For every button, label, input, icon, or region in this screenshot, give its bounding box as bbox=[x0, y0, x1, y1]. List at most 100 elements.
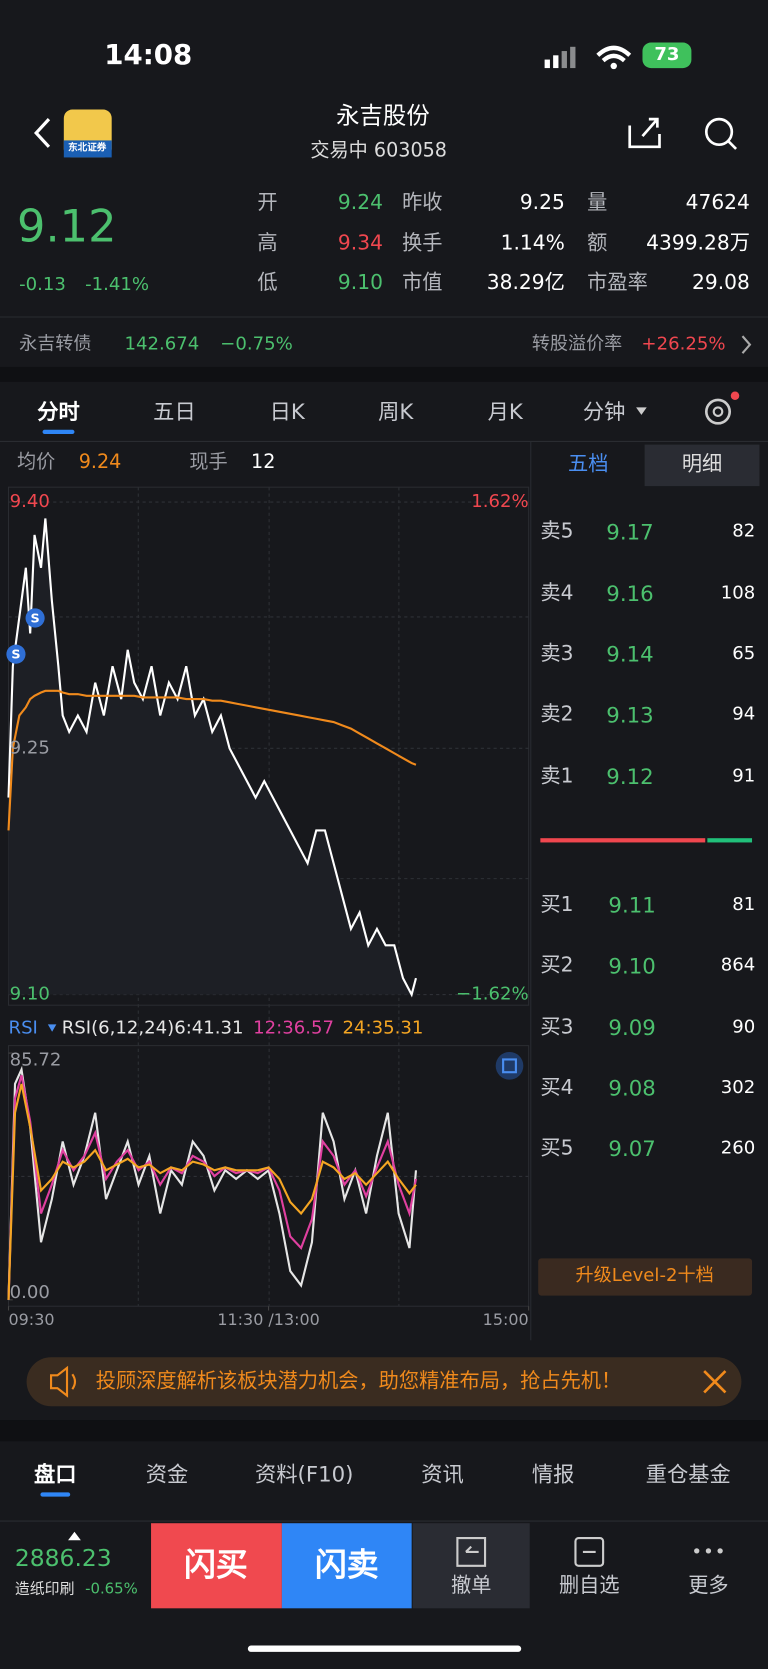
price-pct: -1.41% bbox=[85, 273, 150, 296]
book-volume: 65 bbox=[732, 643, 756, 665]
book-label: 买5 bbox=[540, 1136, 574, 1160]
book-volume: 260 bbox=[720, 1137, 756, 1159]
premium-label: 转股溢价率 bbox=[531, 333, 623, 355]
book-price: 9.09 bbox=[608, 1014, 656, 1041]
bottom-tab[interactable]: 资金 bbox=[145, 1461, 189, 1488]
rsi24-label: 24:35.31 bbox=[342, 1017, 424, 1039]
bottom-tab[interactable]: 盘口 bbox=[34, 1461, 77, 1488]
battery: 73 bbox=[654, 44, 680, 66]
book-label: 买4 bbox=[540, 1075, 574, 1100]
x-tick-label: 09:30 bbox=[8, 1309, 55, 1330]
series-line bbox=[7, 1083, 417, 1300]
flash-sell[interactable]: 闪卖 bbox=[314, 1546, 379, 1584]
book-label: 卖1 bbox=[540, 764, 574, 788]
book-label: 卖2 bbox=[540, 702, 574, 726]
book-tab[interactable]: 明细 bbox=[681, 452, 723, 477]
x-tick-label: 11:30 /13:00 bbox=[217, 1309, 320, 1330]
bond-name: 永吉转债 bbox=[19, 333, 92, 355]
y2-tick-label: −1.62% bbox=[456, 983, 529, 1005]
stat-value: 9.24 bbox=[337, 190, 383, 215]
price-area bbox=[8, 518, 416, 995]
book-label: 买2 bbox=[540, 953, 574, 978]
bottom-tab[interactable]: 重仓基金 bbox=[645, 1461, 731, 1488]
book-price: 9.07 bbox=[608, 1136, 656, 1162]
stat-label: 市值 bbox=[402, 270, 443, 295]
book-volume: 81 bbox=[732, 894, 756, 916]
y-tick-label: 9.40 bbox=[9, 490, 50, 513]
stat-label: 市盈率 bbox=[587, 270, 648, 295]
stat-label: 开 bbox=[257, 190, 278, 215]
book-volume: 90 bbox=[732, 1016, 756, 1038]
book-label: 买3 bbox=[540, 1015, 574, 1039]
trade-marker-label: S bbox=[30, 610, 40, 626]
bottom-tab[interactable]: 情报 bbox=[531, 1461, 575, 1488]
dropdown-arrow bbox=[636, 407, 647, 415]
book-volume: 108 bbox=[720, 582, 756, 604]
book-label: 卖4 bbox=[540, 581, 574, 605]
book-volume: 302 bbox=[720, 1076, 756, 1099]
now-value: 12 bbox=[251, 451, 276, 474]
flash-buy[interactable]: 闪买 bbox=[184, 1546, 248, 1584]
footer-action[interactable]: 删自选 bbox=[558, 1573, 620, 1598]
footer-action[interactable]: 撤单 bbox=[451, 1573, 492, 1598]
y2-tick-label: 1.62% bbox=[471, 490, 529, 513]
stat-value: 47624 bbox=[685, 190, 750, 215]
stat-label: 额 bbox=[587, 231, 608, 255]
bond-price: 142.674 bbox=[124, 333, 200, 355]
book-price: 9.13 bbox=[606, 702, 654, 728]
bottom-tab[interactable]: 资料(F10) bbox=[254, 1461, 354, 1488]
book-volume: 864 bbox=[720, 954, 756, 976]
rsi6-label: RSI(6,12,24)6:41.31 bbox=[61, 1017, 244, 1039]
series-line bbox=[7, 689, 417, 831]
rsi-tick-label: 85.72 bbox=[9, 1049, 62, 1071]
footer-action[interactable]: 更多 bbox=[688, 1573, 729, 1598]
premium-value: +26.25% bbox=[641, 333, 726, 355]
stat-value: 9.25 bbox=[519, 190, 565, 215]
series-line bbox=[7, 1065, 418, 1300]
rsi-label: RSI bbox=[8, 1017, 38, 1039]
stat-label: 高 bbox=[257, 231, 278, 255]
stat-value: 29.08 bbox=[692, 270, 750, 295]
trade-marker bbox=[25, 608, 45, 628]
stat-label: 换手 bbox=[402, 231, 443, 255]
promo-banner[interactable]: 投顾深度解析该板块潜力机会，助您精准布局，抢占先机！ bbox=[95, 1369, 622, 1393]
chart-tab[interactable]: 分时 bbox=[37, 398, 80, 425]
book-price: 9.17 bbox=[606, 519, 654, 545]
avg-value: 9.24 bbox=[78, 451, 122, 474]
upgrade-button[interactable]: 升级Level-2十档 bbox=[575, 1265, 714, 1287]
chart-tab[interactable]: 五日 bbox=[153, 398, 196, 425]
price-change: -0.13 bbox=[19, 273, 66, 296]
sector-change: -0.65% bbox=[85, 1580, 138, 1598]
series-line bbox=[7, 518, 417, 998]
series-line bbox=[7, 1074, 418, 1300]
index-value: 2886.23 bbox=[14, 1545, 112, 1573]
y-tick-label: 9.10 bbox=[9, 983, 50, 1005]
chart-tab[interactable]: 分钟 bbox=[582, 398, 626, 425]
rsi12-label: 12:36.57 bbox=[253, 1017, 335, 1039]
trade-marker bbox=[6, 644, 26, 664]
logo-text: 东北证券 bbox=[68, 143, 107, 154]
avg-label: 均价 bbox=[17, 451, 56, 474]
chart-tab[interactable]: 周K bbox=[378, 398, 414, 425]
rsi-dropdown bbox=[47, 1024, 57, 1032]
book-price: 9.11 bbox=[608, 892, 656, 918]
book-price: 9.16 bbox=[606, 580, 654, 607]
book-volume: 91 bbox=[732, 765, 756, 787]
stat-label: 低 bbox=[257, 270, 278, 295]
book-label: 买1 bbox=[540, 892, 574, 917]
last-price: 9.12 bbox=[17, 199, 117, 253]
stat-value: 9.34 bbox=[337, 231, 383, 255]
chart-tab[interactable]: 日K bbox=[269, 398, 305, 425]
book-tab[interactable]: 五档 bbox=[568, 452, 609, 477]
stock-name: 永吉股份 bbox=[336, 103, 430, 130]
book-price: 9.14 bbox=[606, 641, 654, 667]
chart-tab[interactable]: 月K bbox=[487, 398, 523, 425]
clock: 14:08 bbox=[104, 39, 193, 72]
bottom-tab[interactable]: 资讯 bbox=[421, 1461, 464, 1488]
rsi-tick-label: 0.00 bbox=[9, 1282, 50, 1304]
trade-marker-label: S bbox=[11, 646, 21, 662]
